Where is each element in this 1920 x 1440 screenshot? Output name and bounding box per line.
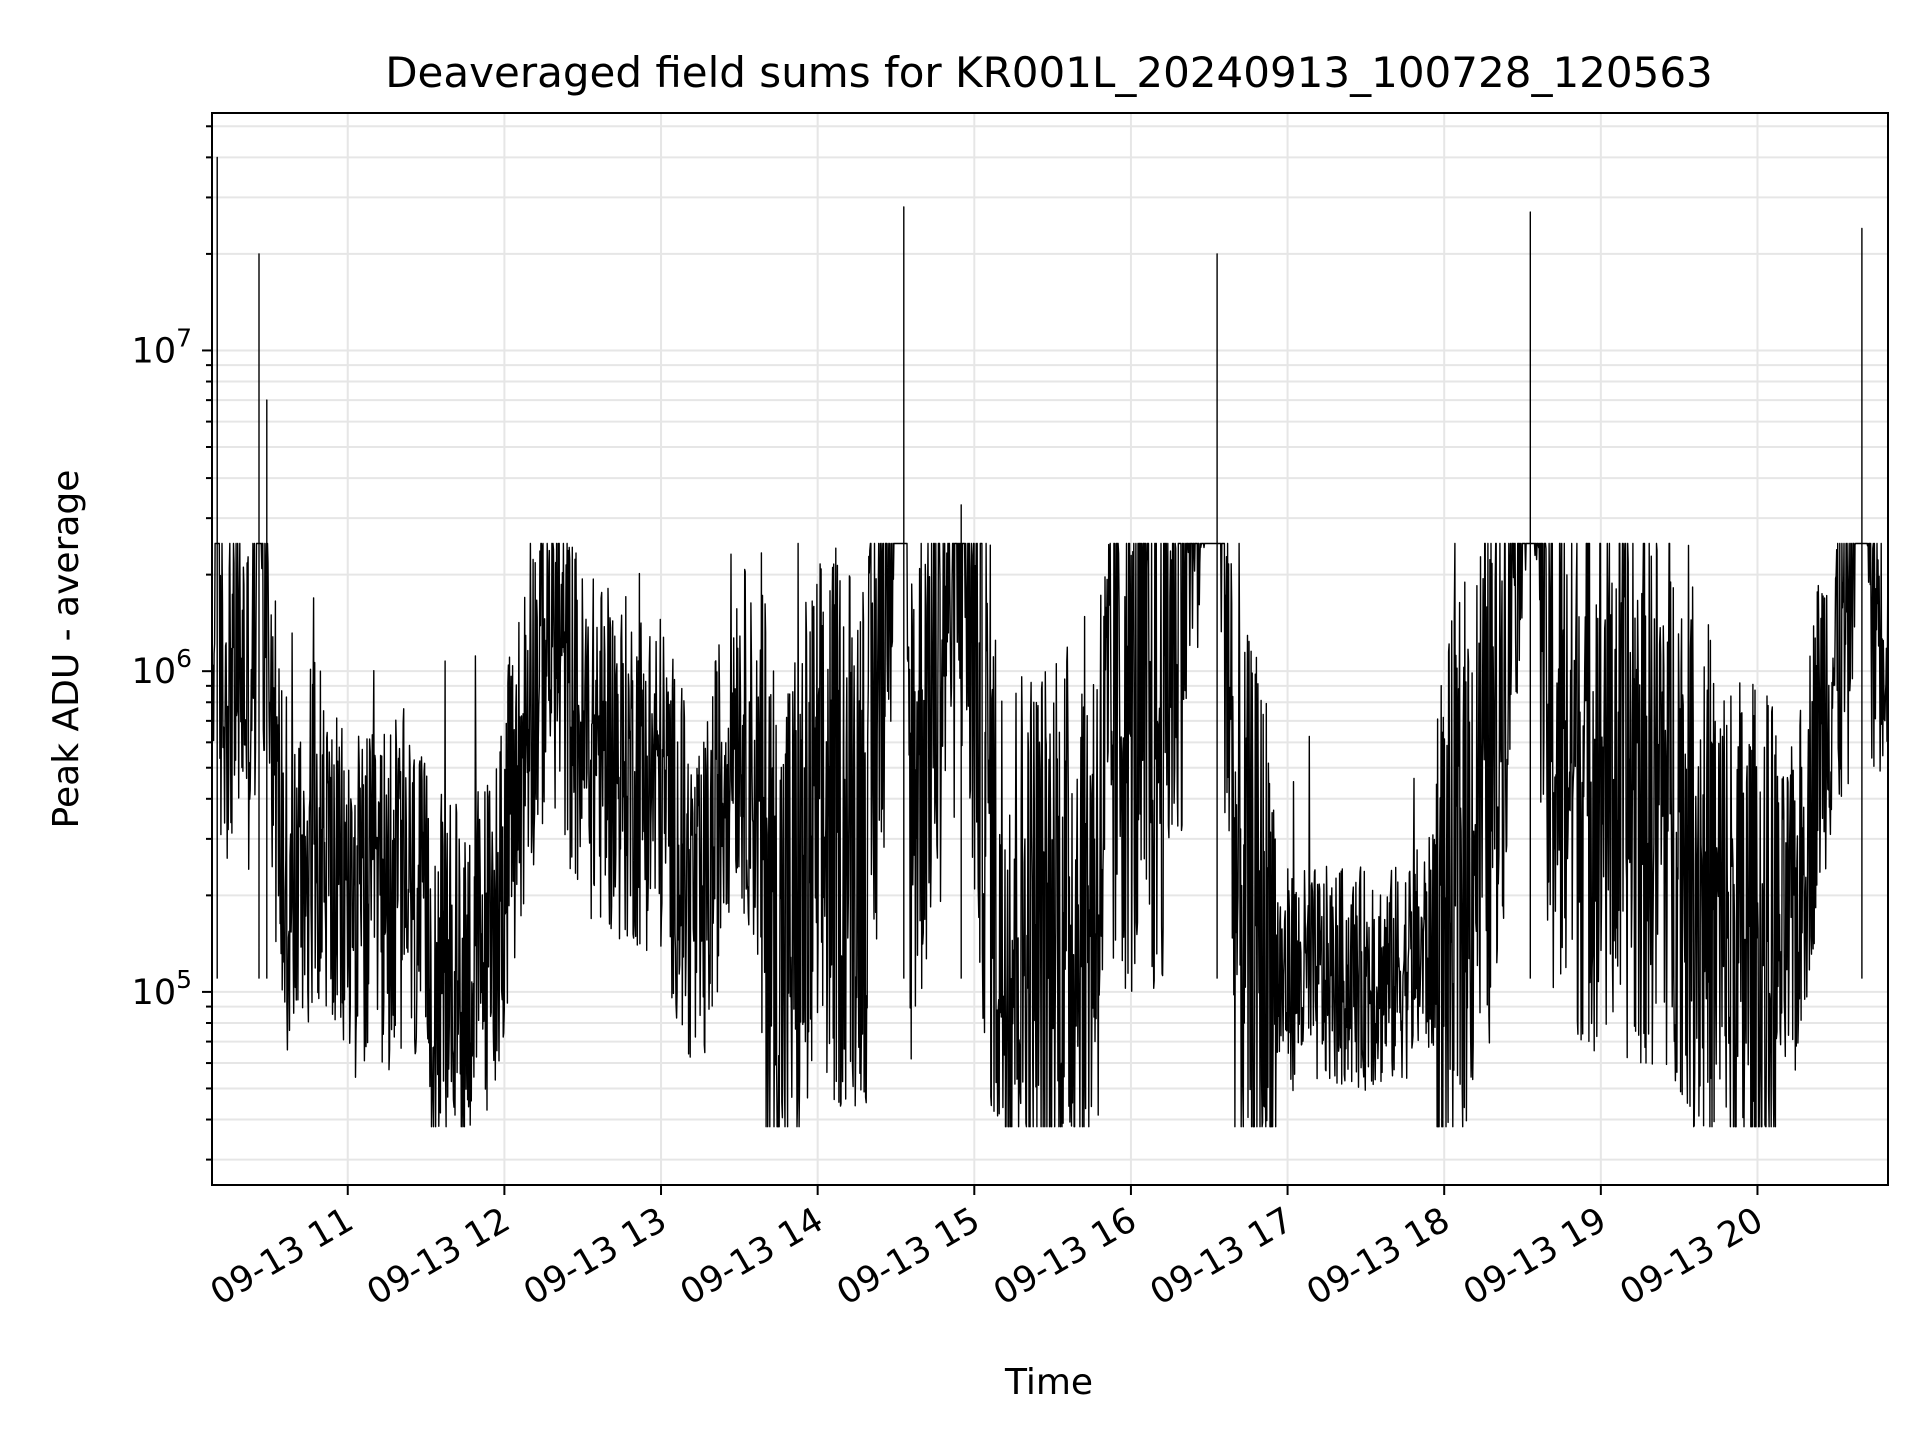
plot-frame <box>211 112 1889 1186</box>
y-tick-label: 105 <box>132 965 192 1013</box>
chart-title: Deaveraged field sums for KR001L_2024091… <box>385 48 1713 97</box>
y-tick-label: 107 <box>132 323 192 371</box>
series-line <box>211 156 1889 1128</box>
y-tick-label: 106 <box>132 644 192 692</box>
data-line-layer <box>211 156 1889 1128</box>
x-axis-label: Time <box>1004 1362 1093 1403</box>
y-axis-label: Peak ADU - average <box>46 470 87 829</box>
